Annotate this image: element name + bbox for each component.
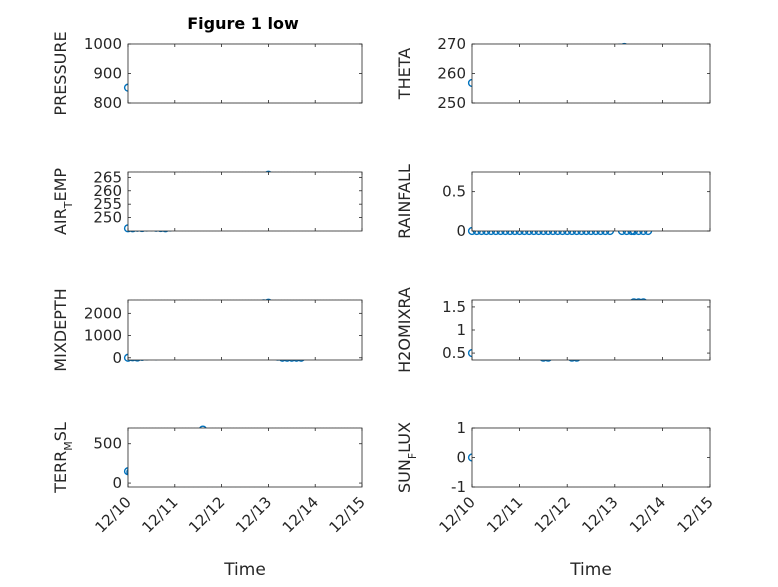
y-tick-label: 255 [93, 195, 122, 213]
subplot-6: 0.5 1 1.5 H2OMIXRA [395, 287, 711, 373]
y-axis-label: SUNFLUX [395, 422, 419, 493]
y-tick-label: 0 [456, 222, 466, 240]
y-tick-label: 2000 [84, 304, 122, 322]
y-axis-label-subscript: F [406, 453, 419, 459]
y-axis-label-main: H2OMIXRA [395, 287, 414, 373]
y-axis-label-main: THETA [395, 48, 414, 100]
y-axis-label: THETA [395, 48, 414, 100]
y-axis-label-rest: SL [51, 422, 70, 441]
axes-box [471, 171, 711, 232]
y-tick-label: 260 [437, 65, 466, 83]
y-tick-label: 265 [93, 168, 122, 186]
y-tick-label: 0 [112, 349, 122, 367]
axes-box [471, 43, 711, 104]
y-tick-label: 1000 [84, 327, 122, 345]
y-axis-label-main: MIXDEPTH [51, 288, 70, 371]
y-axis-label: TERRMSL [51, 422, 75, 494]
y-tick-label: -1 [451, 478, 466, 496]
y-tick-label: 0 [112, 474, 122, 492]
y-tick-label: 0.5 [442, 344, 466, 362]
y-axis-label-main: PRESSURE [51, 31, 70, 115]
y-axis-label-subscript: M [62, 441, 75, 451]
y-axis-label: MIXDEPTH [51, 288, 70, 371]
axes-box [471, 427, 711, 488]
figure-title: Figure 1 low [187, 14, 299, 33]
y-axis-label: AIRTEMP [51, 168, 75, 235]
axes-box [471, 299, 711, 361]
y-axis-label: H2OMIXRA [395, 287, 414, 373]
y-tick-label: 1 [456, 321, 466, 339]
subplot-5: 0 1000 2000 MIXDEPTH [51, 288, 363, 372]
y-tick-label: 1.5 [442, 298, 466, 316]
y-tick-label: 900 [93, 65, 122, 83]
y-axis-label-subscript: T [62, 201, 75, 209]
y-tick-label: 1 [456, 419, 466, 437]
y-tick-label: 250 [437, 94, 466, 112]
y-axis-label-main: TERR [51, 451, 70, 494]
subplot-1: 800 900 1000 PRESSURE [51, 31, 363, 116]
y-tick-label: 0.5 [442, 183, 466, 201]
y-tick-label: 800 [93, 94, 122, 112]
subplot-4: 0 0.5 RAINFALL [395, 164, 711, 240]
y-axis-label-main: SUN [395, 459, 414, 493]
x-axis-label: Time [223, 560, 266, 580]
y-tick-label: 270 [437, 35, 466, 53]
y-axis-label-rest: LUX [395, 422, 414, 453]
axes-box [127, 299, 363, 361]
y-tick-label: 0 [456, 449, 466, 467]
y-axis-label-main: RAINFALL [395, 164, 414, 239]
y-tick-label: 1000 [84, 35, 122, 53]
y-tick-label: 260 [93, 182, 122, 200]
axes-box [127, 43, 363, 104]
subplot-2: 250 260 270 THETA [395, 35, 711, 112]
y-axis-label: RAINFALL [395, 164, 414, 239]
y-tick-label: 250 [93, 209, 122, 227]
axes-box [127, 171, 363, 232]
y-axis-label: PRESSURE [51, 31, 70, 115]
y-axis-label-main: AIR [51, 208, 70, 235]
axes-box [127, 427, 363, 488]
x-axis-label: Time [569, 560, 612, 580]
y-axis-label-rest: EMP [51, 168, 70, 202]
y-tick-label: 500 [93, 435, 122, 453]
